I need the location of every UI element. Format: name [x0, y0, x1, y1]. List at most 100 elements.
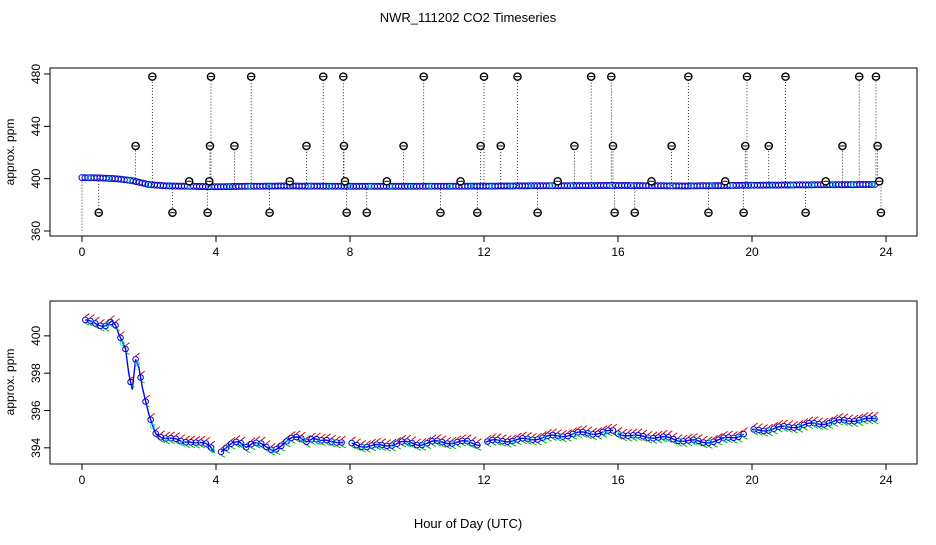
bottom-low-mark [778, 429, 784, 433]
top-data-point-alt [870, 181, 875, 187]
bottom-high-mark [703, 435, 708, 440]
bottom-low-mark [798, 429, 804, 433]
bottom-low-mark [622, 438, 628, 442]
bottom-low-mark [512, 443, 517, 447]
bottom-high-mark [527, 432, 532, 436]
bottom-low-mark [587, 436, 593, 440]
bottom-high-mark [195, 435, 201, 440]
bottom-x-tick-label: 20 [745, 473, 759, 487]
top-y-axis-label: approx. ppm [3, 119, 17, 186]
top-data-point-alt [327, 183, 333, 189]
bottom-low-mark [391, 448, 397, 452]
bottom-high-mark [255, 435, 261, 440]
bottom-data-point [675, 437, 682, 445]
bottom-low-mark [532, 442, 537, 446]
bottom-high-mark [476, 438, 482, 443]
bottom-low-mark [502, 443, 507, 447]
bottom-low-mark [336, 445, 341, 449]
bottom-high-mark [115, 318, 120, 323]
bottom-low-mark [321, 443, 326, 447]
bottom-high-mark [798, 420, 804, 424]
top-data-point-alt [166, 183, 172, 189]
top-y-tick-label: 400 [29, 168, 43, 188]
bottom-high-mark [140, 370, 145, 375]
bottom-low-mark [547, 438, 552, 442]
bottom-low-mark [572, 436, 577, 440]
bottom-low-mark [130, 384, 135, 388]
bottom-data-point [87, 317, 94, 325]
bottom-low-mark [160, 440, 165, 443]
bottom-high-mark [557, 429, 563, 433]
bottom-low-mark [517, 442, 522, 446]
top-data-point-alt [669, 183, 674, 189]
bottom-high-mark [582, 425, 588, 430]
top-x-tick-label: 20 [745, 245, 759, 259]
bottom-high-mark [270, 443, 276, 447]
bottom-high-mark [677, 434, 683, 438]
bottom-low-mark [245, 450, 251, 454]
bottom-low-mark [492, 442, 497, 446]
bottom-data-point-alt [511, 438, 517, 444]
bottom-high-mark [828, 416, 834, 421]
bottom-low-mark [869, 421, 874, 425]
bottom-high-mark [135, 352, 140, 357]
top-x-tick-label: 0 [79, 245, 86, 259]
bottom-high-mark [733, 431, 738, 435]
bottom-low-mark [145, 404, 150, 408]
bottom-low-mark [185, 445, 191, 448]
bottom-data-point-alt [360, 444, 366, 449]
bottom-data-point [117, 334, 124, 342]
bottom-high-mark [803, 418, 809, 422]
bottom-high-mark [718, 432, 723, 437]
bottom-data-point-alt [783, 425, 788, 431]
bottom-high-mark [868, 411, 874, 416]
bottom-low-mark [386, 448, 392, 452]
bottom-low-mark [537, 442, 542, 446]
bottom-high-mark [662, 429, 668, 434]
bottom-data-point [871, 415, 878, 422]
top-y-tick-label: 360 [29, 221, 43, 241]
bottom-high-mark [838, 413, 844, 417]
chart-title: NWR_111202 CO2 Timeseries [380, 10, 557, 25]
bottom-data-point [167, 434, 175, 442]
bottom-low-mark [115, 328, 120, 332]
bottom-low-mark [838, 422, 844, 426]
top-x-tick-label: 24 [879, 245, 893, 259]
bottom-low-mark [316, 442, 321, 446]
bottom-high-mark [235, 435, 241, 439]
bottom-high-mark [848, 414, 854, 419]
bottom-low-mark [818, 427, 824, 430]
top-x-tick-label: 4 [213, 245, 220, 259]
bottom-low-mark [557, 438, 562, 442]
bottom-high-mark [773, 421, 779, 426]
bottom-data-point-alt [104, 322, 110, 328]
bottom-low-mark [416, 447, 422, 451]
bottom-high-mark [843, 413, 849, 418]
bottom-low-mark [411, 445, 417, 449]
bottom-data-point [122, 345, 129, 353]
top-data-point-alt [387, 183, 393, 189]
bottom-high-mark [793, 420, 799, 425]
bottom-low-mark [823, 427, 829, 431]
top-y-tick-label: 480 [29, 64, 43, 84]
bottom-high-mark [421, 438, 427, 442]
top-data-point-alt [427, 183, 433, 189]
bottom-data-point [142, 398, 149, 405]
bottom-data-point-alt [557, 434, 562, 440]
bottom-high-mark [567, 429, 573, 434]
bottom-high-mark [150, 412, 155, 417]
bottom-high-mark [617, 426, 623, 431]
bottom-high-mark [391, 438, 397, 443]
bottom-low-mark [85, 322, 90, 326]
bottom-high-mark [296, 430, 301, 434]
bottom-high-mark [160, 430, 166, 435]
bottom-high-mark [451, 436, 457, 441]
top-data-point-alt [468, 183, 474, 189]
bottom-data-point [268, 446, 275, 454]
bottom-low-mark [858, 423, 864, 427]
bottom-low-mark [763, 433, 768, 437]
bottom-high-mark [301, 431, 306, 436]
bottom-data-point [604, 427, 612, 434]
bottom-data-point-alt [376, 444, 381, 450]
